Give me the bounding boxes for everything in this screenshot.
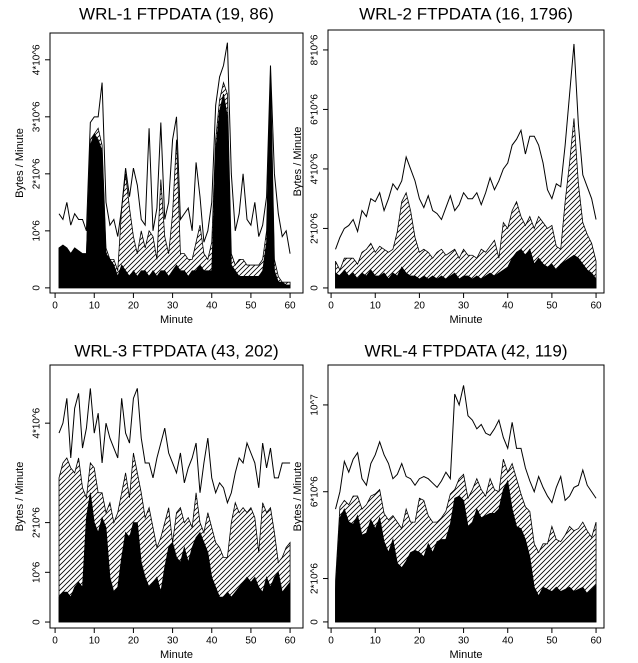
x-tick-label: 10 (370, 301, 382, 312)
y-tick-label: 0 (310, 619, 321, 625)
x-tick-label: 30 (167, 636, 179, 647)
y-tick-label: 6*10^6 (310, 476, 321, 507)
total-line (335, 43, 597, 250)
hatched-area (58, 71, 291, 289)
y-axis-label: Bytes / Minute (292, 127, 304, 197)
y-tick-label: 2*10^6 (310, 563, 321, 594)
plot-frame (49, 364, 304, 629)
y-tick-label: 2*10^6 (310, 213, 321, 244)
x-tick-label: 50 (546, 301, 558, 312)
x-tick-label: 20 (128, 636, 140, 647)
y-tick-label: 2*10^6 (32, 507, 43, 538)
y-tick-label: 8*10^6 (310, 34, 321, 65)
panel-title: WRL-2 FTPDATA (16, 1796) (359, 4, 573, 23)
panel-title: WRL-3 FTPDATA (43, 202) (74, 341, 278, 360)
x-tick-label: 50 (245, 636, 257, 647)
y-tick-label: 6*10^6 (310, 94, 321, 125)
filled-area (335, 248, 597, 289)
x-tick-label: 10 (370, 636, 382, 647)
x-tick-label: 60 (285, 636, 297, 647)
x-tick-label: 40 (502, 301, 514, 312)
filled-area (58, 492, 291, 623)
hatched-area (58, 452, 291, 623)
y-axis-label: Bytes / Minute (14, 128, 26, 198)
plot-frame (49, 32, 304, 294)
y-tick-label: 10^6 (32, 220, 43, 242)
x-tick-label: 20 (414, 636, 426, 647)
x-tick-label: 60 (590, 301, 602, 312)
plot-frame (327, 364, 605, 629)
hatched-area (335, 118, 597, 289)
total-line (58, 388, 291, 505)
x-tick-label: 40 (502, 636, 514, 647)
y-tick-label: 4*10^6 (32, 407, 43, 438)
x-axis-label: Minute (160, 649, 193, 661)
y-axis-label: Bytes / Minute (14, 462, 26, 532)
x-tick-label: 20 (128, 301, 140, 312)
filled-area (58, 76, 291, 289)
x-tick-label: 0 (328, 636, 334, 647)
y-tick-label: 2*10^6 (32, 158, 43, 189)
x-tick-label: 0 (52, 301, 58, 312)
plot-frame (327, 29, 605, 294)
total-line (58, 42, 291, 254)
x-tick-label: 30 (167, 301, 179, 312)
x-tick-label: 30 (458, 301, 470, 312)
y-tick-label: 10^6 (32, 561, 43, 583)
y-tick-label: 10^7 (310, 394, 321, 416)
x-axis-label: Minute (160, 314, 193, 326)
x-tick-label: 10 (89, 636, 101, 647)
y-tick-label: 3*10^6 (32, 101, 43, 132)
x-axis-label: Minute (449, 649, 482, 661)
y-tick-label: 0 (310, 285, 321, 291)
x-tick-label: 40 (206, 301, 218, 312)
x-tick-label: 20 (414, 301, 426, 312)
x-tick-label: 10 (89, 301, 101, 312)
x-tick-label: 50 (546, 636, 558, 647)
y-tick-label: 0 (32, 285, 43, 291)
total-line (335, 385, 597, 510)
x-tick-label: 30 (458, 636, 470, 647)
y-axis-label: Bytes / Minute (292, 462, 304, 532)
y-tick-label: 4*10^6 (310, 153, 321, 184)
x-tick-label: 60 (590, 636, 602, 647)
y-tick-label: 0 (32, 619, 43, 625)
panel-title: WRL-1 FTPDATA (19, 86) (79, 4, 274, 23)
y-tick-label: 4*10^6 (32, 44, 43, 75)
filled-area (335, 479, 597, 623)
x-tick-label: 0 (52, 636, 58, 647)
x-tick-label: 50 (245, 301, 257, 312)
x-tick-label: 60 (285, 301, 297, 312)
x-axis-label: Minute (449, 314, 482, 326)
x-tick-label: 0 (328, 301, 334, 312)
x-tick-label: 40 (206, 636, 218, 647)
panel-title: WRL-4 FTPDATA (42, 119) (364, 341, 567, 360)
